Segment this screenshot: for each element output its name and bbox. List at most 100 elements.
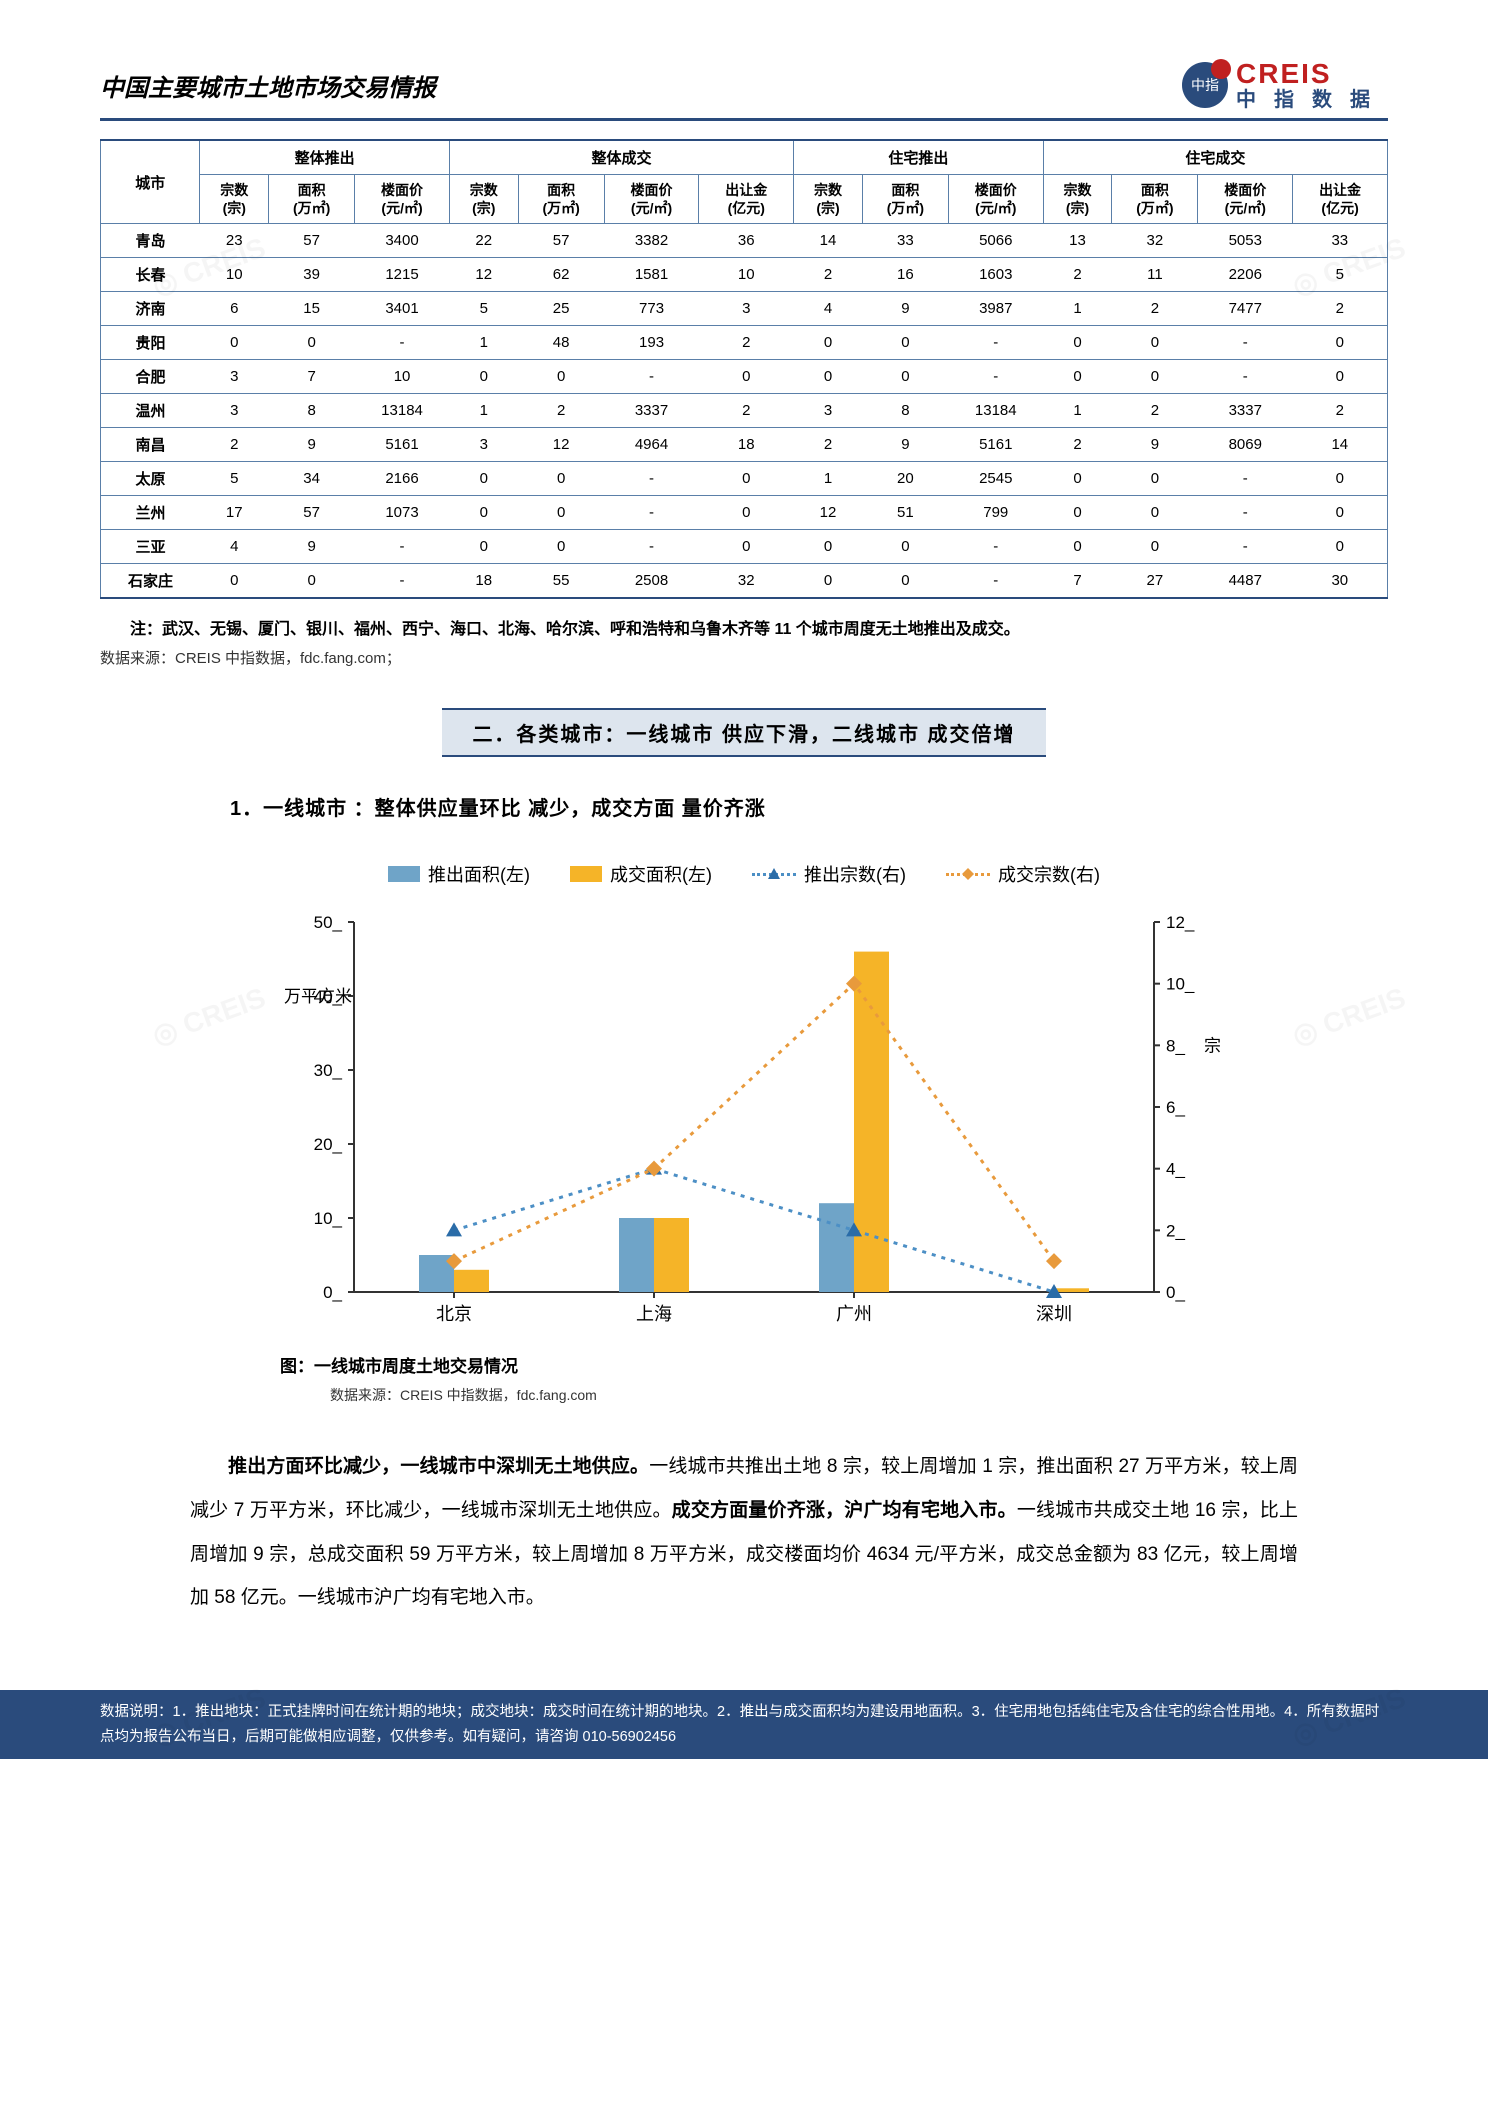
city-name-cell: 石家庄: [101, 564, 200, 599]
data-cell: 3382: [604, 224, 699, 258]
chart-source: 数据来源：CREIS 中指数据，fdc.fang.com: [330, 1385, 1388, 1405]
data-cell: 32: [1112, 224, 1198, 258]
data-cell: 0: [449, 496, 518, 530]
data-cell: 1: [449, 326, 518, 360]
city-name-cell: 兰州: [101, 496, 200, 530]
data-cell: 0: [449, 462, 518, 496]
data-cell: 0: [1112, 530, 1198, 564]
legend-line1: 推出宗数(右): [752, 861, 906, 887]
data-cell: -: [355, 530, 450, 564]
city-name-cell: 青岛: [101, 224, 200, 258]
data-cell: 20: [862, 462, 948, 496]
table-row: 合肥371000-000-00-0: [101, 360, 1388, 394]
svg-text:12_: 12_: [1166, 913, 1195, 932]
group-2: 整体成交: [449, 140, 793, 175]
sub-header: 面积 (万㎡): [1112, 175, 1198, 224]
data-cell: 57: [269, 496, 355, 530]
data-cell: 799: [948, 496, 1043, 530]
table-row: 济南615340152577334939871274772: [101, 292, 1388, 326]
data-cell: -: [1198, 530, 1293, 564]
data-cell: 30: [1293, 564, 1388, 599]
col-city: 城市: [101, 140, 200, 224]
data-cell: 9: [1112, 428, 1198, 462]
table-source: 数据来源：CREIS 中指数据，fdc.fang.com；: [100, 647, 1388, 668]
svg-text:广州: 广州: [836, 1304, 872, 1324]
data-cell: 0: [794, 326, 863, 360]
data-cell: 2: [1043, 428, 1112, 462]
data-cell: 14: [1293, 428, 1388, 462]
svg-text:万平方米: 万平方米: [284, 987, 352, 1006]
data-cell: 10: [699, 258, 794, 292]
svg-text:20_: 20_: [314, 1135, 343, 1154]
city-name-cell: 合肥: [101, 360, 200, 394]
data-cell: 0: [449, 530, 518, 564]
data-cell: 1603: [948, 258, 1043, 292]
data-cell: -: [355, 326, 450, 360]
data-cell: 12: [794, 496, 863, 530]
data-cell: 0: [1293, 462, 1388, 496]
data-cell: 0: [699, 462, 794, 496]
data-cell: 7477: [1198, 292, 1293, 326]
data-cell: 2: [1293, 394, 1388, 428]
svg-text:6_: 6_: [1166, 1098, 1185, 1117]
data-cell: 4964: [604, 428, 699, 462]
data-cell: 39: [269, 258, 355, 292]
data-cell: 2: [518, 394, 604, 428]
table-row: 长春103912151262158110216160321122065: [101, 258, 1388, 292]
svg-text:10_: 10_: [314, 1209, 343, 1228]
data-cell: 0: [1293, 360, 1388, 394]
data-cell: -: [1198, 360, 1293, 394]
data-cell: 0: [518, 360, 604, 394]
group-3: 住宅推出: [794, 140, 1044, 175]
data-cell: 55: [518, 564, 604, 599]
tier1-city-chart: 推出面积(左) 成交面积(左) 推出宗数(右) 成交宗数(右) 0_10_20_…: [244, 861, 1244, 1332]
data-cell: 0: [794, 360, 863, 394]
data-cell: 0: [794, 564, 863, 599]
data-cell: 18: [699, 428, 794, 462]
data-cell: 2: [200, 428, 269, 462]
data-cell: 13184: [355, 394, 450, 428]
data-cell: 2: [1293, 292, 1388, 326]
data-cell: 57: [269, 224, 355, 258]
section-subtitle: 1．一线城市 ：整体供应量环比 减少，成交方面 量价齐涨: [230, 792, 1388, 821]
data-cell: 3: [794, 394, 863, 428]
group-4: 住宅成交: [1043, 140, 1387, 175]
page-header: 中国主要城市土地市场交易情报 中指 CREIS 中指数据: [100, 60, 1388, 121]
data-cell: 8: [862, 394, 948, 428]
data-cell: 57: [518, 224, 604, 258]
legend-line2: 成交宗数(右): [946, 861, 1100, 887]
data-cell: 3: [200, 360, 269, 394]
table-row: 南昌29516131249641829516129806914: [101, 428, 1388, 462]
svg-text:深圳: 深圳: [1036, 1304, 1072, 1324]
data-cell: 11: [1112, 258, 1198, 292]
sub-header: 楼面价 (元/㎡): [948, 175, 1043, 224]
data-cell: 0: [518, 530, 604, 564]
data-cell: 14: [794, 224, 863, 258]
data-cell: 0: [862, 326, 948, 360]
city-name-cell: 长春: [101, 258, 200, 292]
data-cell: 17: [200, 496, 269, 530]
table-row: 太原534216600-0120254500-0: [101, 462, 1388, 496]
data-cell: 25: [518, 292, 604, 326]
data-cell: 32: [699, 564, 794, 599]
header-title: 中国主要城市土地市场交易情报: [100, 68, 436, 103]
legend-bar2: 成交面积(左): [570, 861, 712, 887]
data-cell: 0: [1043, 530, 1112, 564]
sub-header: 楼面价 (元/㎡): [355, 175, 450, 224]
data-cell: 0: [269, 326, 355, 360]
data-cell: 48: [518, 326, 604, 360]
data-cell: 773: [604, 292, 699, 326]
data-cell: 1: [449, 394, 518, 428]
data-cell: 0: [862, 564, 948, 599]
data-cell: 1581: [604, 258, 699, 292]
group-1: 整体推出: [200, 140, 450, 175]
data-cell: 2: [1112, 292, 1198, 326]
data-cell: 0: [1043, 496, 1112, 530]
data-cell: 0: [862, 530, 948, 564]
data-cell: 3401: [355, 292, 450, 326]
data-cell: 3: [449, 428, 518, 462]
data-cell: 0: [1293, 326, 1388, 360]
logo-text-top: CREIS: [1236, 60, 1388, 88]
data-cell: 3: [200, 394, 269, 428]
data-cell: 5: [449, 292, 518, 326]
